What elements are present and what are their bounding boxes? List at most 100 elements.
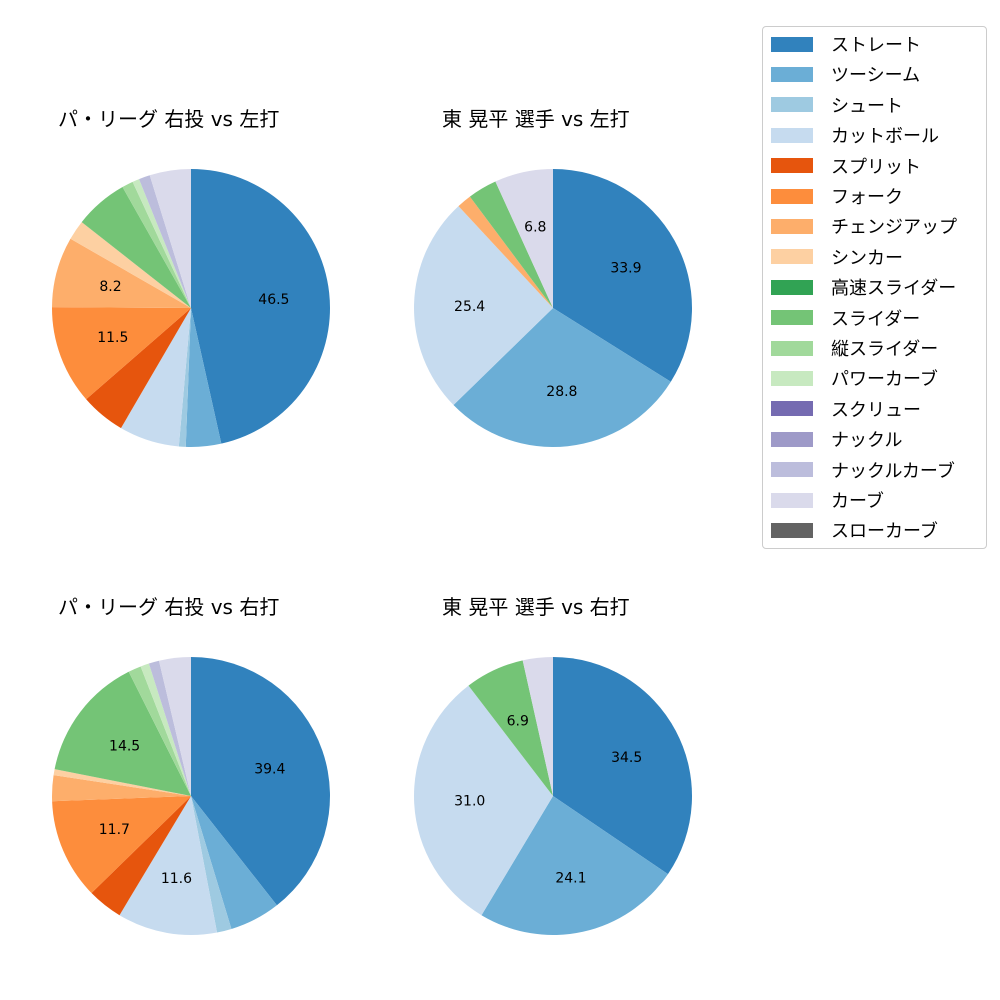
pie-value-label: 6.8 <box>524 219 546 235</box>
pie-value-label: 31.0 <box>454 794 485 810</box>
pie-slice <box>458 196 553 308</box>
pie-slice <box>54 671 191 796</box>
pie-slice <box>178 308 191 447</box>
pie-slice <box>140 663 191 796</box>
pie-slice <box>553 169 692 382</box>
legend-item: シンカー <box>771 244 903 270</box>
legend-item: 縦スライダー <box>771 335 938 361</box>
pie-value-label: 14.5 <box>109 739 140 755</box>
pie-slice <box>128 666 191 796</box>
pie-slice <box>139 175 191 308</box>
pie-slice <box>81 187 191 308</box>
pie-value-label: 39.4 <box>254 762 285 778</box>
legend-swatch <box>771 310 813 326</box>
legend-swatch <box>771 66 813 82</box>
pie-slice <box>453 308 671 447</box>
legend-item: スローカーブ <box>771 517 938 543</box>
pie-value-label: 28.8 <box>546 384 577 400</box>
legend-item: カットボール <box>771 122 939 148</box>
legend-item: スライダー <box>771 305 920 331</box>
pie-slice <box>481 796 668 935</box>
pie-slice <box>70 222 191 308</box>
legend: ストレート ツーシーム シュート カットボール スプリット フォーク チェンジアップ シンカー… <box>762 26 987 549</box>
pie-slice <box>468 660 553 796</box>
legend-label: スローカーブ <box>831 521 938 543</box>
legend-label: パワーカーブ <box>831 369 938 391</box>
pie-slice <box>191 796 232 933</box>
legend-item: カーブ <box>771 487 884 513</box>
legend-swatch <box>771 462 813 478</box>
pie-slice <box>495 169 553 308</box>
legend-swatch <box>771 158 813 174</box>
pie-slice <box>52 238 191 308</box>
legend-swatch <box>771 36 813 52</box>
legend-swatch <box>771 218 813 234</box>
chart-title-league-vs-left: パ・リーグ 右投 vs 左打 <box>58 107 280 131</box>
pie-slice <box>122 181 191 308</box>
pie-slice <box>553 657 692 875</box>
legend-item: ナックル <box>771 426 902 452</box>
legend-label: カットボール <box>831 126 939 148</box>
pie-slice <box>52 796 192 894</box>
chart-title-player-vs-right: 東 晃平 選手 vs 右打 <box>442 595 630 619</box>
legend-item: スプリット <box>771 153 921 179</box>
legend-label: スクリュー <box>831 399 921 421</box>
legend-swatch <box>771 401 813 417</box>
pie-slice <box>51 775 191 802</box>
pie-value-label: 25.4 <box>454 299 485 315</box>
legend-swatch <box>771 492 813 508</box>
legend-label: 縦スライダー <box>831 339 939 360</box>
legend-swatch <box>771 127 813 143</box>
pie-slice <box>148 660 191 796</box>
pie-slice <box>469 181 553 308</box>
legend-item: チェンジアップ <box>771 213 957 239</box>
pie-slice <box>132 179 191 308</box>
pie-slice <box>522 657 553 796</box>
pie-slice <box>51 307 191 400</box>
legend-label: ナックル <box>831 430 903 452</box>
chart-title-player-vs-left: 東 晃平 選手 vs 左打 <box>442 107 630 131</box>
legend-item: ナックルカーブ <box>771 457 955 483</box>
legend-swatch <box>771 340 813 356</box>
pie-slice <box>86 308 191 429</box>
pie-value-label: 34.5 <box>611 750 642 766</box>
legend-label: チェンジアップ <box>831 217 957 239</box>
legend-label: カーブ <box>831 491 884 512</box>
legend-swatch <box>771 522 813 538</box>
pie-value-label: 8.2 <box>99 279 121 295</box>
pie-value-label: 11.7 <box>99 822 130 838</box>
pie-slice <box>191 796 277 929</box>
pie-value-label: 24.1 <box>555 870 586 886</box>
legend-swatch <box>771 97 813 113</box>
legend-swatch <box>771 279 813 295</box>
legend-item: パワーカーブ <box>771 365 938 391</box>
legend-label: シュート <box>831 95 903 117</box>
pie-slice <box>119 796 218 935</box>
legend-item: 高速スライダー <box>771 274 956 300</box>
legend-swatch <box>771 249 813 265</box>
legend-label: 高速スライダー <box>831 278 957 300</box>
legend-label: スプリット <box>831 156 921 178</box>
chart-title-league-vs-right: パ・リーグ 右投 vs 右打 <box>58 595 280 619</box>
pie-slice <box>149 169 191 308</box>
pie-slice <box>158 657 191 796</box>
pie-slice <box>120 308 191 447</box>
pie-slice <box>191 657 330 906</box>
pie-value-label: 6.9 <box>507 713 529 729</box>
legend-label: シンカー <box>831 247 903 269</box>
pie-value-label: 33.9 <box>610 261 641 277</box>
legend-item: スクリュー <box>771 396 921 422</box>
legend-item: フォーク <box>771 183 903 209</box>
legend-swatch <box>771 431 813 447</box>
pie-slice <box>414 685 553 916</box>
legend-item: シュート <box>771 92 903 118</box>
legend-label: ストレート <box>831 35 921 56</box>
pie-value-label: 46.5 <box>258 292 289 308</box>
pie-slice <box>53 769 191 796</box>
pie-slice <box>185 308 222 447</box>
legend-label: スライダー <box>831 308 921 330</box>
